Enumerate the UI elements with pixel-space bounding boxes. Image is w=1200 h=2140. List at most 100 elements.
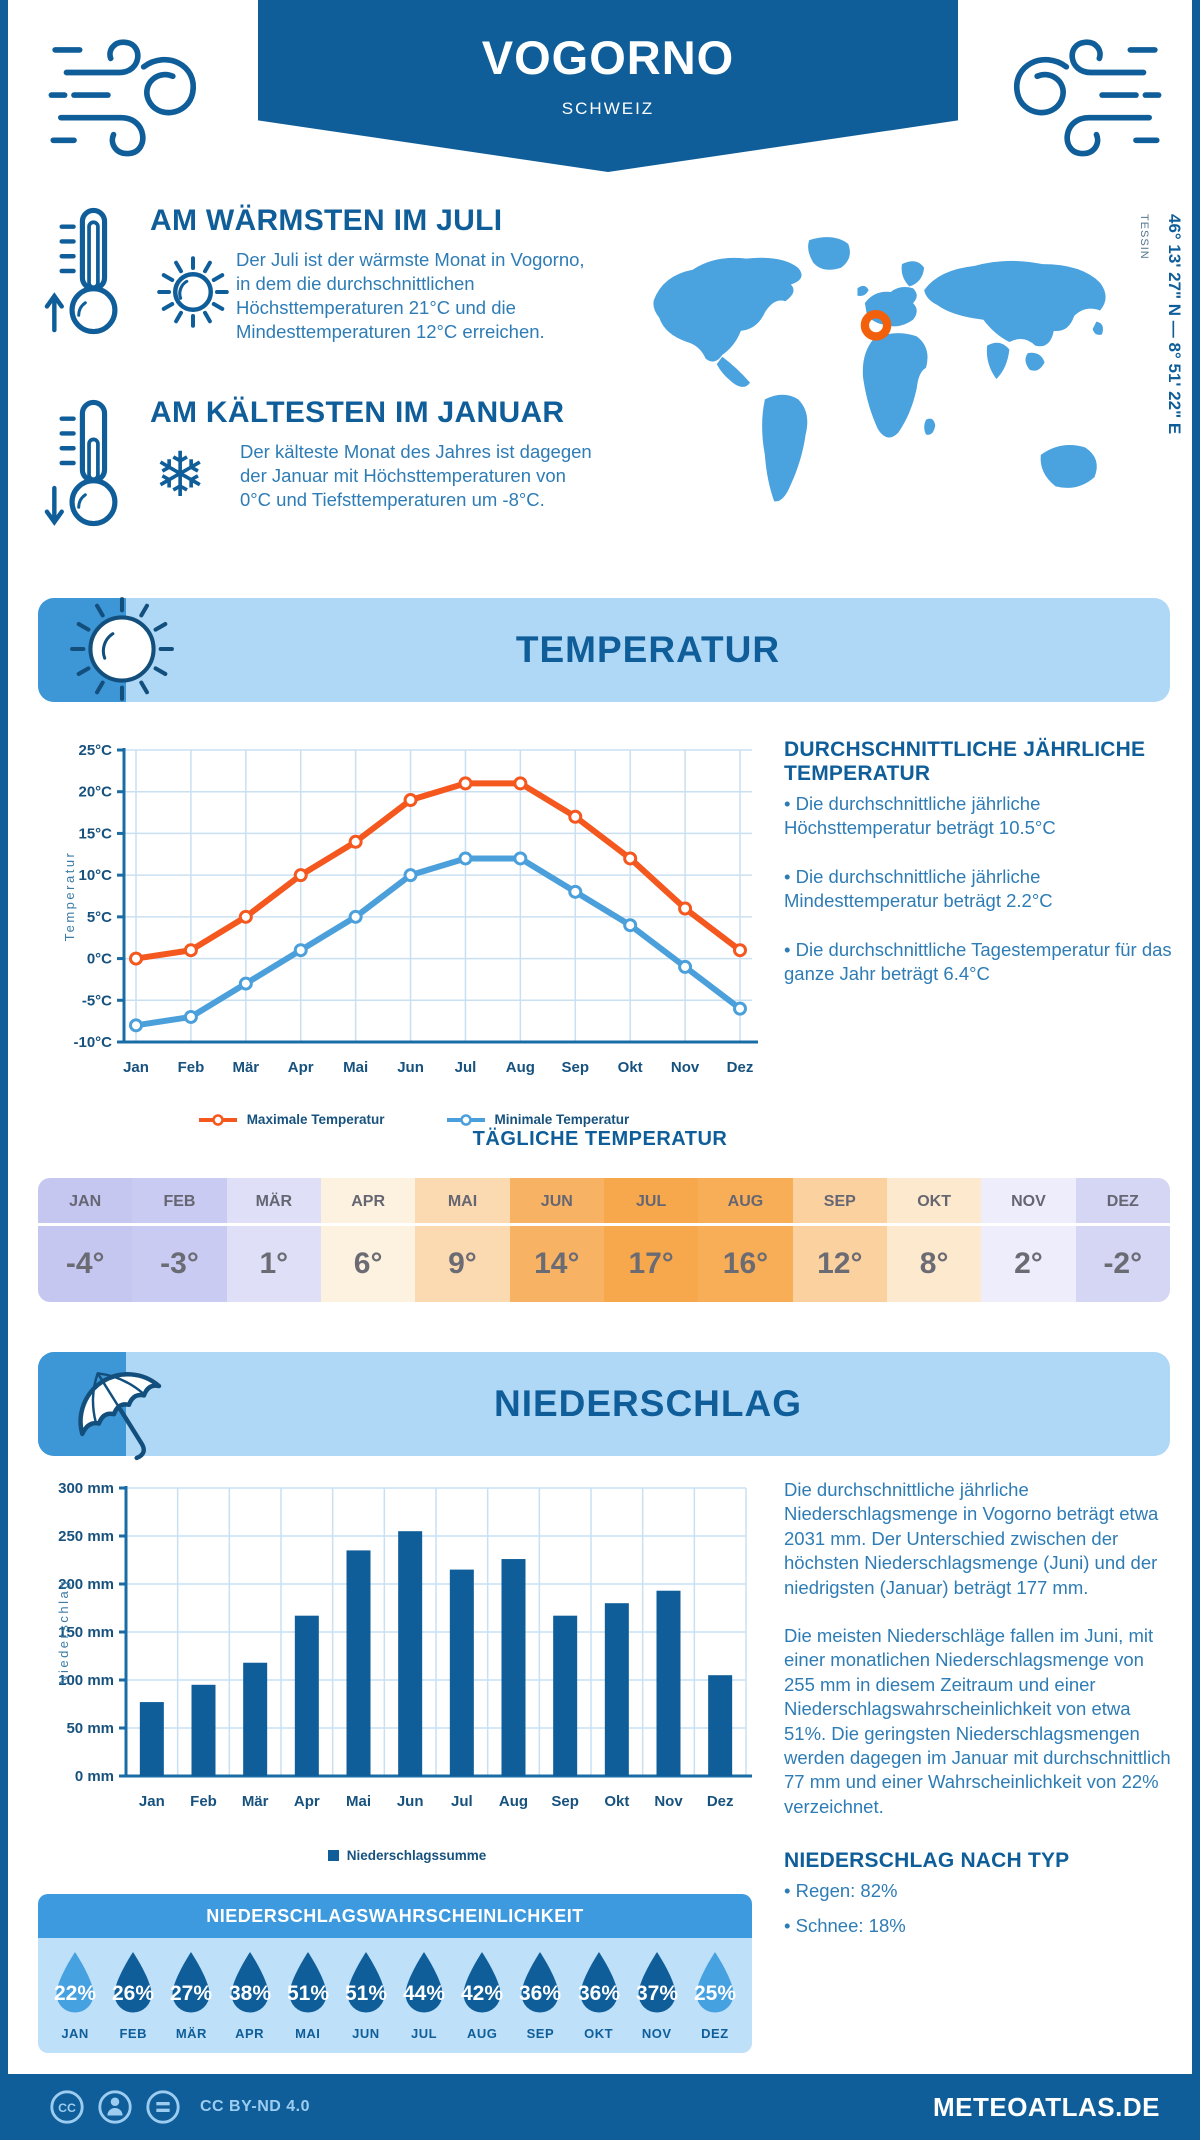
probability-droplet: 51% JUN — [341, 1950, 391, 2041]
svg-text:20°C: 20°C — [78, 784, 112, 801]
svg-text:Jun: Jun — [397, 1793, 424, 1810]
droplet-icon: 44% — [403, 1952, 445, 2013]
precip-by-type-heading: NIEDERSCHLAG NACH TYP — [784, 1849, 1070, 1873]
svg-text:200 mm: 200 mm — [58, 1576, 114, 1593]
thermometer-down-icon — [44, 399, 118, 527]
month-temperature-cell: MAI 9° — [415, 1178, 510, 1302]
month-temperature-cell: FEB -3° — [132, 1178, 227, 1302]
month-temperature-cell: SEP 12° — [792, 1178, 887, 1302]
precip-type-item: Schnee: 18% — [784, 1914, 1176, 1938]
legend-item: Niederschlagssumme — [327, 1848, 486, 1863]
probability-droplet: 51% MAI — [283, 1950, 333, 2041]
cc-icon: CC — [50, 2090, 84, 2124]
droplet-icon: 38% — [229, 1952, 271, 2013]
svg-text:Aug: Aug — [506, 1059, 535, 1076]
attribution-person-icon — [98, 2090, 132, 2124]
svg-text:36%: 36% — [578, 1982, 620, 2005]
title-banner: VOGORNO SCHWEIZ — [258, 0, 958, 172]
probability-droplet: 26% FEB — [108, 1950, 158, 2041]
annual-bullet: Die durchschnittliche jährliche Mindestt… — [784, 865, 1176, 914]
probability-droplet: 27% MÄR — [166, 1950, 216, 2041]
coordinates-label: 46° 13' 27" N — 8° 51' 22" E — [1165, 214, 1184, 435]
droplet-icon: 36% — [519, 1952, 562, 2013]
probability-droplet: 22% JAN — [50, 1950, 100, 2041]
svg-text:Temperatur: Temperatur — [62, 851, 77, 942]
probability-droplet: 42% AUG — [457, 1950, 507, 2041]
svg-text:CC: CC — [58, 2101, 76, 2115]
svg-text:0°C: 0°C — [87, 951, 112, 968]
droplet-icon: 51% — [287, 1952, 329, 2013]
svg-text:Niederschlag: Niederschlag — [56, 1579, 71, 1685]
month-temperature-cell: JAN -4° — [38, 1178, 133, 1302]
wind-icon — [1013, 39, 1162, 157]
svg-text:51%: 51% — [345, 1982, 387, 2005]
svg-text:Apr: Apr — [294, 1793, 320, 1810]
precipitation-section-banner: NIEDERSCHLAG — [38, 1352, 1170, 1461]
bar-chart-legend: Niederschlagssumme — [54, 1848, 760, 1863]
legend-item: Maximale Temperatur — [197, 1112, 385, 1127]
probability-droplet: 36% OKT — [574, 1950, 624, 2041]
svg-text:25°C: 25°C — [78, 742, 112, 759]
svg-text:10°C: 10°C — [78, 867, 112, 884]
sun-icon — [70, 597, 174, 701]
svg-text:15°C: 15°C — [78, 825, 112, 842]
month-temperature-cell: APR 6° — [320, 1178, 416, 1302]
svg-text:36%: 36% — [519, 1982, 561, 2005]
site-name: METEOATLAS.DE — [932, 2092, 1160, 2122]
annual-bullet: Die durchschnittliche jährliche Höchstte… — [784, 792, 1176, 841]
daily-temperature-table: JAN -4° FEB -3° MÄR 1° APR 6° MAI 9° JUN 14° J… — [38, 1178, 1170, 1302]
coldest-text: Der kälteste Monat des Jahres ist dagege… — [240, 441, 592, 511]
world-map — [653, 237, 1106, 502]
wind-icon — [48, 39, 197, 157]
umbrella-icon — [78, 1372, 162, 1461]
droplet-icon: 22% — [54, 1952, 96, 2013]
droplet-icon: 25% — [694, 1952, 736, 2013]
coldest-month-fact: AM KÄLTESTEN IM JANUAR ❄ Der kälteste Mo… — [44, 388, 624, 538]
sun-icon — [157, 256, 229, 328]
svg-text:Feb: Feb — [178, 1059, 205, 1076]
svg-text:Nov: Nov — [654, 1793, 683, 1810]
svg-text:Apr: Apr — [288, 1059, 314, 1076]
svg-text:Jan: Jan — [123, 1059, 149, 1076]
svg-text:Sep: Sep — [562, 1059, 590, 1076]
warmest-text: Der Juli ist der wärmste Monat in Vogorn… — [236, 249, 585, 343]
month-temperature-cell: JUL 17° — [603, 1178, 699, 1302]
svg-text:26%: 26% — [112, 1982, 154, 2005]
probability-droplet: 25% DEZ — [690, 1950, 740, 2041]
svg-text:-5°C: -5°C — [82, 992, 112, 1009]
probability-droplet: 38% APR — [225, 1950, 275, 2041]
svg-text:51%: 51% — [287, 1982, 329, 2005]
location-marker — [860, 310, 892, 341]
svg-text:Jun: Jun — [397, 1059, 424, 1076]
region-label: TESSIN — [1138, 214, 1150, 260]
svg-text:Mär: Mär — [242, 1793, 269, 1810]
svg-text:50 mm: 50 mm — [66, 1720, 114, 1737]
svg-text:Jul: Jul — [451, 1793, 473, 1810]
annual-temperature-heading: DURCHSCHNITTLICHE JÄHRLICHE TEMPERATUR — [784, 738, 1146, 785]
svg-text:Mai: Mai — [343, 1059, 368, 1076]
svg-text:Feb: Feb — [190, 1793, 217, 1810]
license-label: CC BY-ND 4.0 — [200, 2098, 311, 2115]
svg-text:44%: 44% — [403, 1982, 445, 2005]
precipitation-text-panel: Die durchschnittliche jährliche Niedersc… — [784, 1478, 1176, 1948]
svg-text:150 mm: 150 mm — [58, 1624, 114, 1641]
precipitation-probability-panel: NIEDERSCHLAGSWAHRSCHEINLICHKEIT 22% JAN … — [38, 1894, 752, 2053]
probability-droplet: 44% JUL — [399, 1950, 449, 2041]
month-temperature-cell: NOV 2° — [981, 1178, 1076, 1302]
probability-droplet: 37% NOV — [632, 1950, 682, 2041]
month-temperature-cell: JUN 14° — [509, 1178, 604, 1302]
droplet-icon: 26% — [112, 1952, 155, 2013]
svg-text:300 mm: 300 mm — [58, 1480, 114, 1497]
svg-text:Okt: Okt — [618, 1059, 643, 1076]
page-subtitle: SCHWEIZ — [561, 99, 655, 118]
svg-text:Nov: Nov — [671, 1059, 700, 1076]
precip-type-item: Regen: 82% — [784, 1879, 1176, 1903]
svg-text:0 mm: 0 mm — [75, 1768, 114, 1785]
svg-text:Jan: Jan — [139, 1793, 165, 1810]
month-temperature-cell: DEZ -2° — [1075, 1178, 1170, 1302]
coldest-heading: AM KÄLTESTEN IM JANUAR — [150, 396, 565, 429]
droplet-icon: 36% — [578, 1952, 620, 2013]
svg-text:250 mm: 250 mm — [58, 1528, 114, 1545]
temperature-line-chart: 25°C 20°C 15°C 10°C 5°C 0°C -5°C -10°C Jan Feb Mär… — [62, 742, 758, 1076]
